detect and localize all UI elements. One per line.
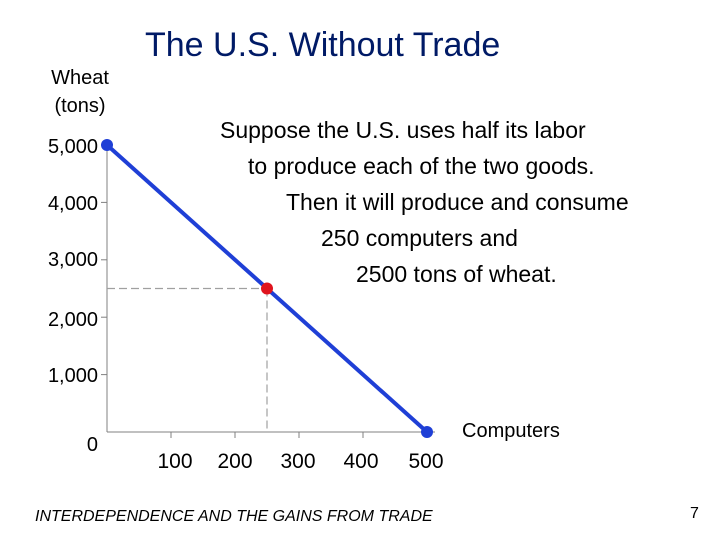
x-tick-label-200: 200: [217, 450, 253, 473]
y-tick-label-3000: 3,000: [47, 249, 98, 271]
x-tick-label-500: 500: [408, 450, 444, 473]
y-tick-label-5000: 5,000: [47, 136, 98, 158]
highlight-point-marker: [261, 282, 273, 295]
y-axis-label: Wheat (tons): [30, 64, 130, 120]
footer-text: INTERDEPENDENCE AND THE GAINS FROM TRADE: [35, 508, 433, 525]
x-tick-label-100: 100: [157, 450, 193, 473]
chart-points: [101, 139, 433, 438]
endpoint-marker-0: [101, 139, 113, 151]
explanation-text: Suppose the U.S. uses half its labor to …: [190, 112, 710, 292]
y-axis-label-line1: Wheat: [51, 67, 109, 89]
explanation-line-3: Then it will produce and consume: [286, 189, 629, 215]
page-title: The U.S. Without Trade: [145, 26, 501, 64]
y-tick-label-4000: 4,000: [47, 193, 98, 215]
explanation-line-2: to produce each of the two goods.: [248, 153, 595, 179]
explanation-line-5: 2500 tons of wheat.: [356, 261, 557, 287]
page-number: 7: [690, 505, 699, 522]
y-tick-label-1000: 1,000: [47, 365, 98, 387]
chart-axes: [101, 140, 435, 438]
x-axis-label: Computers: [462, 420, 560, 442]
y-axis-label-line2: (tons): [54, 95, 106, 117]
x-tick-label-300: 300: [280, 450, 316, 473]
x-tick-label-400: 400: [343, 450, 379, 473]
endpoint-marker-1: [421, 426, 433, 438]
origin-label: 0: [86, 434, 98, 456]
explanation-line-4: 250 computers and: [321, 225, 518, 251]
explanation-line-1: Suppose the U.S. uses half its labor: [220, 117, 586, 143]
guide-lines: [107, 287, 268, 432]
y-tick-label-2000: 2,000: [47, 309, 98, 331]
